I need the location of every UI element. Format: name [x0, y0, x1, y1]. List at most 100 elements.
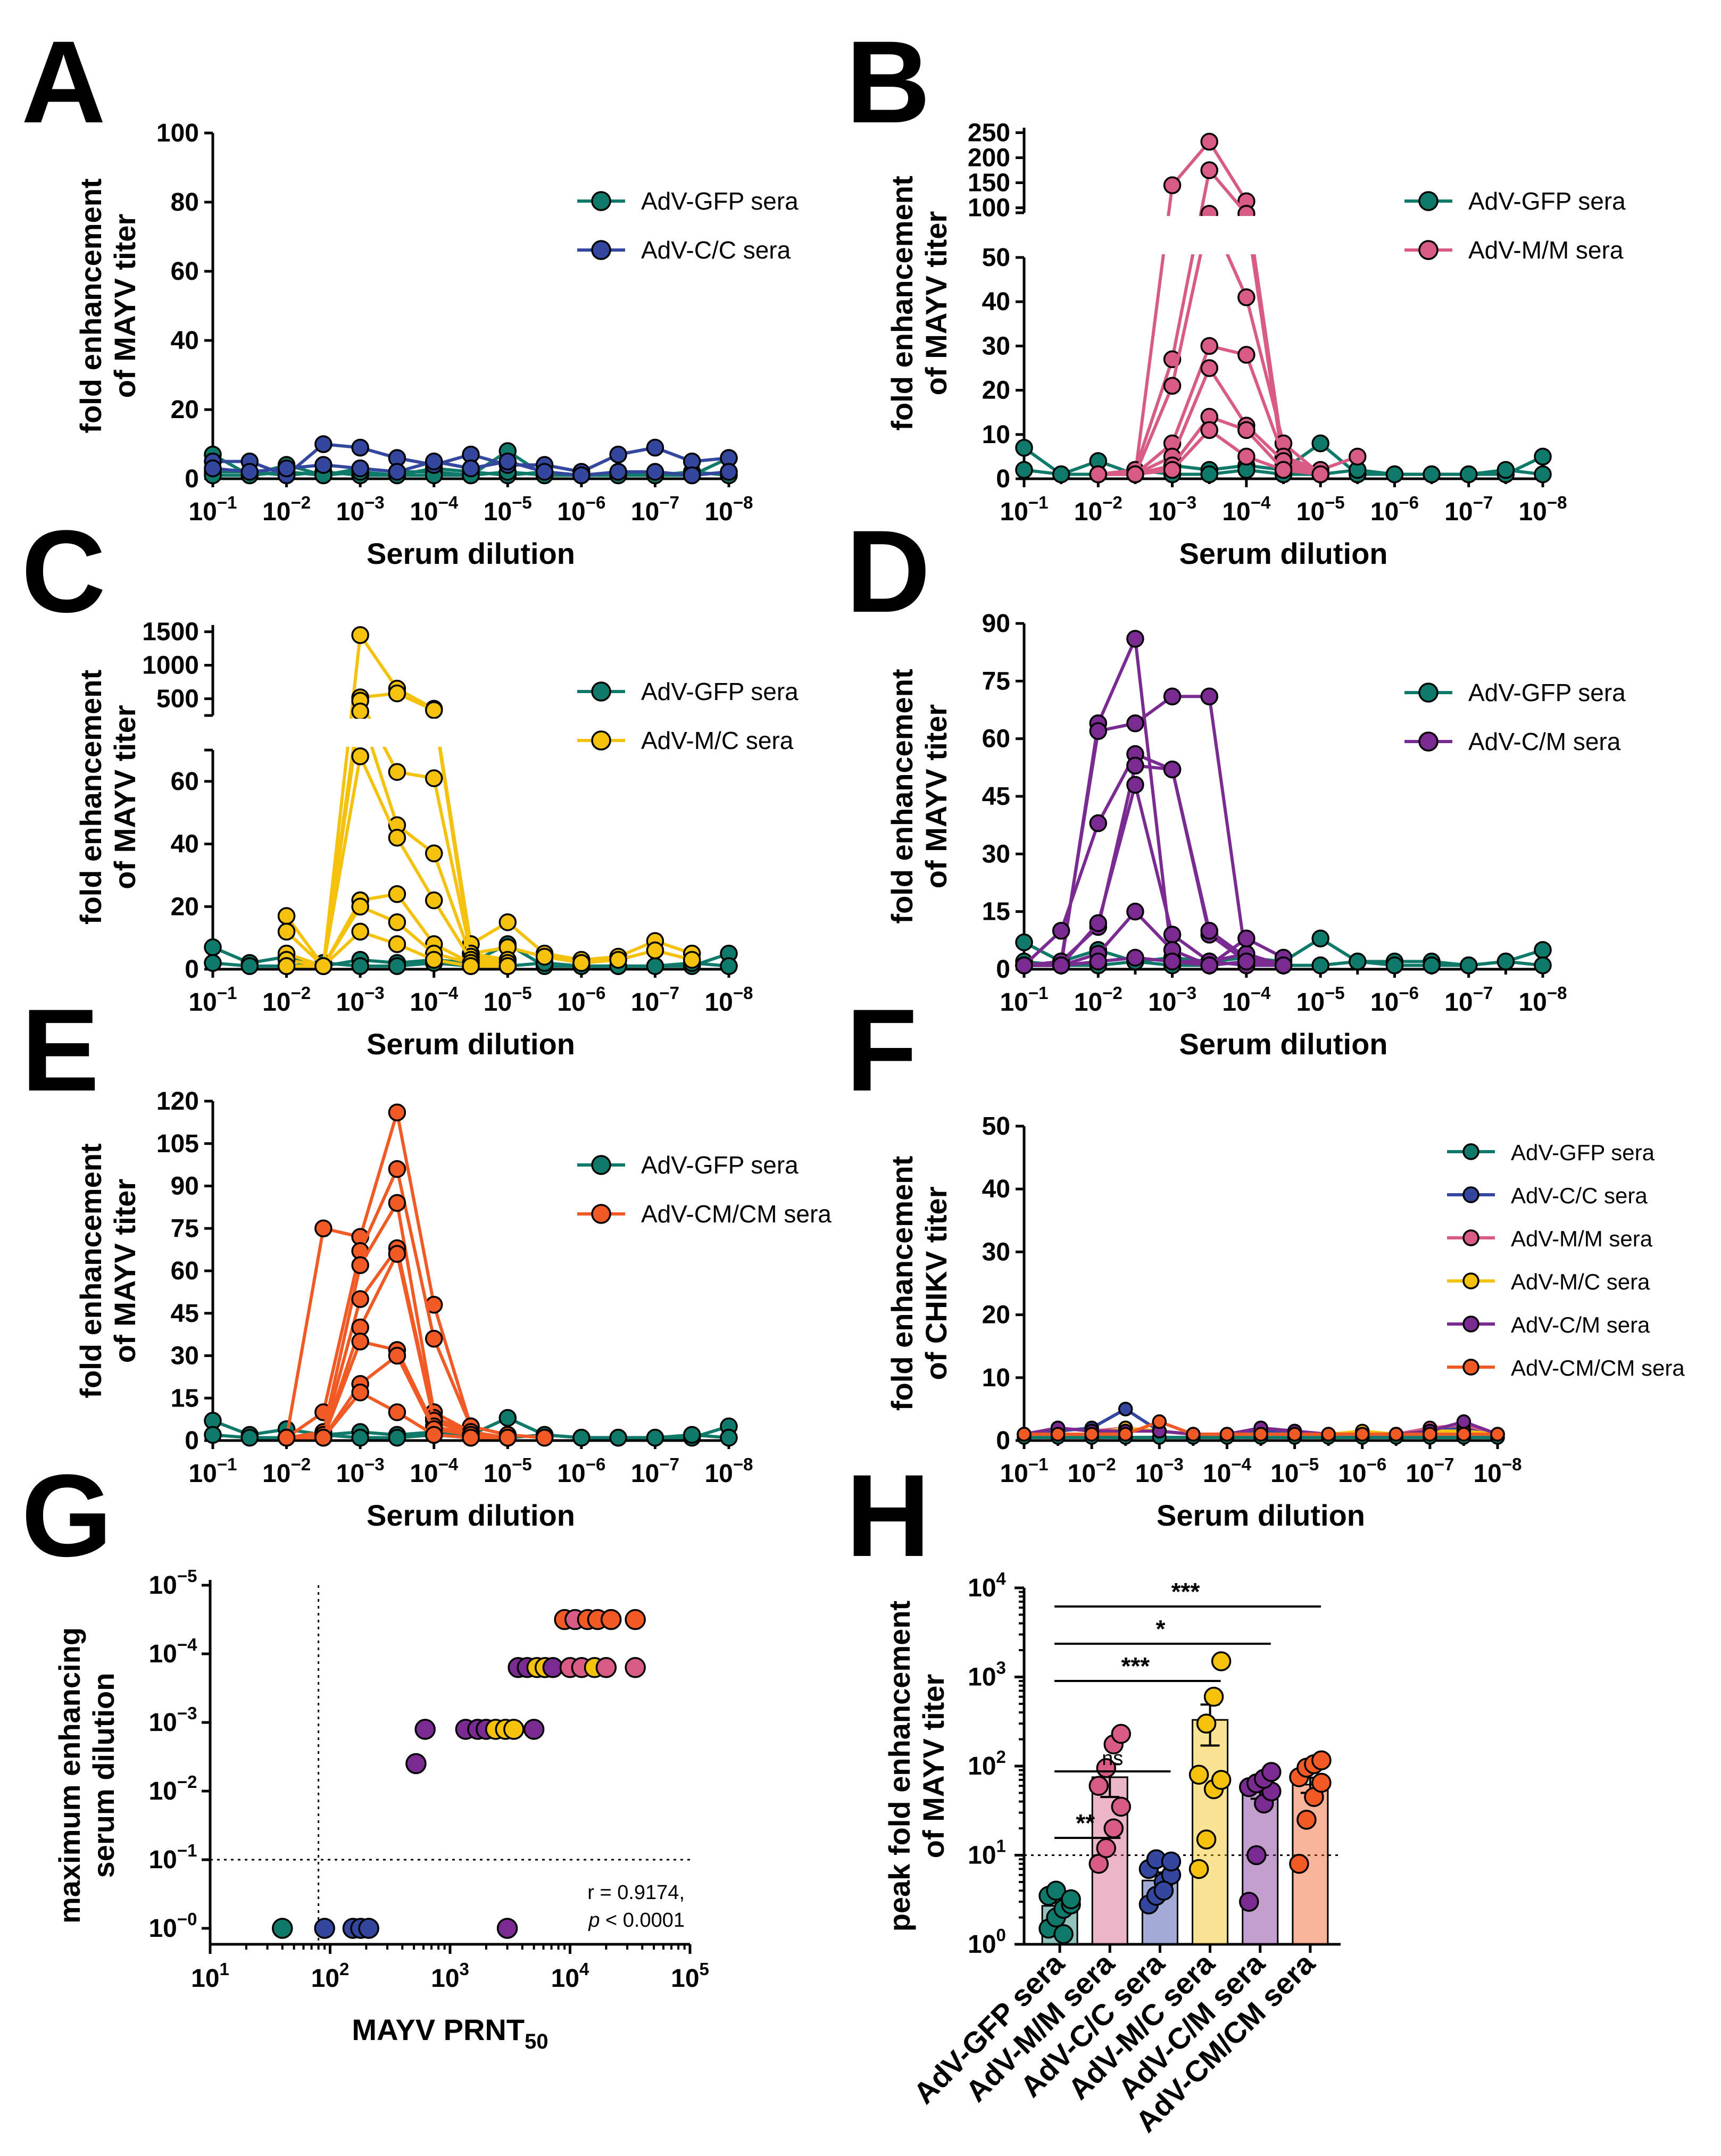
- x-axis-title: Serum dilution: [367, 1027, 575, 1061]
- x-tick-label: 10−4: [410, 493, 459, 526]
- data-point: [1311, 1772, 1332, 1793]
- y-axis-title: fold enhancementof MAYV titer: [74, 670, 142, 925]
- legend-marker: [1418, 682, 1439, 703]
- data-point: [1456, 1414, 1471, 1429]
- legend-label: AdV-GFP sera: [641, 1151, 799, 1179]
- y-tick-label: 40: [982, 288, 1010, 316]
- y-tick-label: 10−3: [148, 1703, 197, 1737]
- x-axis-title: Serum dilution: [1179, 1027, 1388, 1061]
- x-tick-label: 10−3: [1148, 493, 1196, 526]
- y-tick-label: 50: [982, 244, 1010, 272]
- x-tick-label: 10−5: [1296, 983, 1345, 1017]
- data-point: [498, 957, 517, 975]
- y-tick-label: 101: [968, 1836, 1006, 1870]
- legend-marker: [1462, 1229, 1479, 1246]
- data-point: [646, 1428, 664, 1447]
- data-point: [1496, 461, 1515, 479]
- x-tick-label: 10−7: [631, 493, 679, 526]
- data-point: [1126, 776, 1144, 794]
- data-point: [1237, 421, 1256, 439]
- significance-label: ***: [1171, 1578, 1200, 1605]
- data-point: [646, 463, 664, 481]
- data-point: [1084, 1427, 1099, 1442]
- y-axis-title: fold enhancementof MAYV titer: [885, 669, 953, 923]
- data-point: [1111, 1796, 1131, 1817]
- data-point: [1261, 1762, 1282, 1782]
- data-point: [1161, 1851, 1182, 1872]
- data-point: [351, 1290, 369, 1308]
- data-point: [1188, 1859, 1209, 1879]
- data-point: [1126, 902, 1144, 921]
- legend-label: AdV-CM/CM sera: [1511, 1355, 1685, 1380]
- y-tick-label: 200: [968, 144, 1010, 172]
- y-tick-label: 10−5: [148, 1566, 197, 1600]
- x-tick-label: 10−3: [336, 493, 385, 526]
- data-point: [1096, 1758, 1116, 1778]
- y-tick-label: 10−4: [148, 1635, 197, 1668]
- correlation-annotation: r = 0.9174,: [587, 1882, 685, 1904]
- data-point: [388, 885, 406, 903]
- data-point: [646, 941, 664, 960]
- data-point: [351, 922, 369, 941]
- data-point: [1163, 952, 1182, 971]
- y-tick-label: 40: [171, 830, 199, 859]
- data-point: [1089, 465, 1108, 484]
- legend-marker: [591, 191, 611, 211]
- y-tick-label: 15: [982, 898, 1010, 926]
- data-point: [535, 1428, 554, 1447]
- x-tick-label: 10−5: [484, 1454, 532, 1488]
- data-point: [498, 1409, 517, 1427]
- panel-a-chart: 0 20 40 60 80 100 10−1 10−2 10−3 10−4 10−5 10−6 10−7…: [74, 119, 799, 570]
- data-point: [388, 1245, 406, 1263]
- y-tick-label: 100: [968, 1925, 1006, 1959]
- legend-label: AdV-GFP sera: [641, 187, 799, 215]
- series-line: [286, 754, 508, 968]
- y-tick-label: 60: [171, 1257, 199, 1285]
- legend: AdV-GFP sera AdV-C/C sera: [577, 187, 799, 264]
- data-point: [388, 829, 406, 847]
- x-tick-label: 10−6: [1370, 983, 1419, 1017]
- data-point: [1088, 1853, 1109, 1874]
- x-tick-label: 102: [311, 1959, 350, 1993]
- x-tick-label: 10−6: [557, 983, 605, 1017]
- data-point: [240, 463, 259, 481]
- y-tick-label: 10−0: [148, 1909, 197, 1943]
- y-tick-label: 45: [171, 1300, 199, 1328]
- data-point: [351, 1256, 369, 1275]
- panel-d-chart: 0 15 30 45 60 75 90 10−1 10−2 10−3 10−4 10−5 10−6 10−…: [885, 610, 1626, 1061]
- data-point: [277, 957, 296, 975]
- y-tick-label: 0: [996, 465, 1010, 493]
- series-line: [1024, 695, 1284, 967]
- data-point: [503, 1719, 525, 1740]
- panel-c-chart: 0 20 40 60 500 1000 1500 10−1 10−2 10−3 10−4 10−5 10…: [74, 618, 799, 1061]
- data-point: [1163, 926, 1182, 944]
- data-point: [609, 463, 627, 481]
- legend-marker: [591, 1204, 611, 1224]
- data-point: [425, 701, 443, 719]
- x-tick-label: 10−5: [484, 983, 532, 1017]
- data-point: [1459, 465, 1478, 484]
- data-point: [1046, 1880, 1066, 1901]
- data-point: [1311, 465, 1329, 484]
- x-tick-label: 10−6: [557, 1454, 605, 1488]
- series-line: [1024, 637, 1284, 967]
- y-tick-label: 40: [982, 1175, 1010, 1203]
- data-point: [523, 1719, 545, 1740]
- data-point: [351, 626, 369, 644]
- x-tick-label: 103: [431, 1959, 469, 1993]
- data-point: [1015, 956, 1033, 975]
- x-tick-label: 10−6: [1338, 1454, 1386, 1488]
- data-point: [1211, 1651, 1232, 1671]
- data-point: [388, 957, 406, 975]
- x-tick-label: 10−4: [410, 983, 459, 1017]
- y-tick-label: 15: [171, 1384, 199, 1412]
- panel-label-e: E: [21, 985, 99, 1116]
- data-point: [1015, 933, 1033, 952]
- data-point: [1111, 1724, 1131, 1744]
- data-point: [204, 954, 222, 972]
- y-axis-title: fold enhancementof MAYV titer: [74, 1143, 142, 1398]
- data-point: [425, 951, 443, 969]
- y-tick-label: 20: [982, 377, 1010, 405]
- data-point: [388, 1160, 406, 1178]
